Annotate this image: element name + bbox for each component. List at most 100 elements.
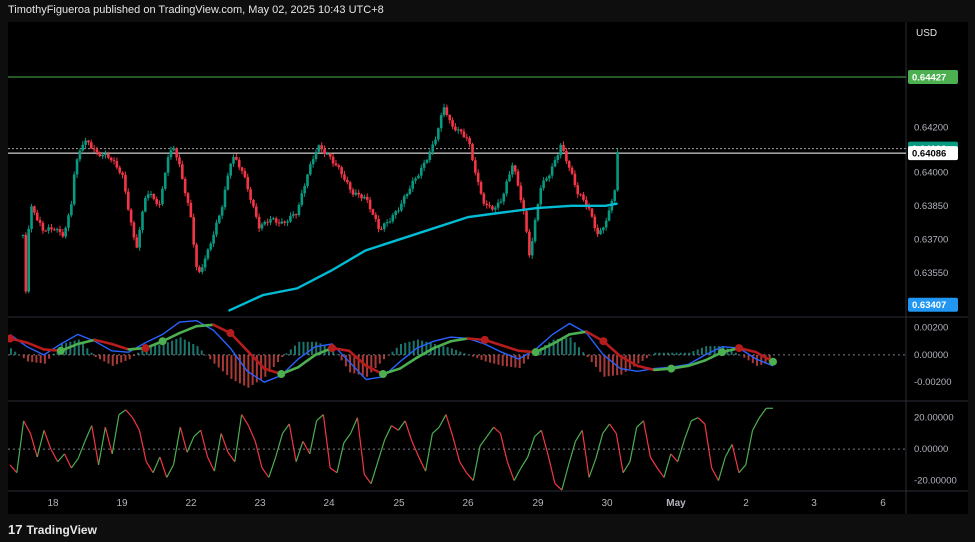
oscillator-segment (534, 429, 542, 438)
macd-histogram-bar (285, 353, 288, 355)
candle-body (365, 196, 369, 200)
macd-histogram-bar (111, 354, 114, 366)
macd-histogram-bar (149, 345, 152, 355)
macd-histogram-bar (183, 339, 186, 355)
oscillator-segment (738, 464, 747, 474)
candle-body (402, 196, 406, 204)
oscillator-segment (711, 467, 720, 481)
macd-histogram-bar (289, 349, 292, 355)
candle-body (291, 214, 295, 216)
candle-body (371, 209, 375, 215)
oscillator-segment (717, 456, 726, 481)
candle-body (579, 194, 582, 196)
oscillator-segment (609, 423, 617, 434)
macd-histogram-bar (438, 345, 441, 355)
candle-body (78, 150, 82, 160)
oscillator-segment (336, 442, 345, 473)
time-axis-label: 6 (880, 498, 886, 509)
footer: 17 TradingView (0, 516, 975, 542)
oscillator-segment (241, 414, 249, 426)
macd-histogram-bar (340, 354, 343, 361)
currency-label: USD (916, 28, 937, 39)
candle-body (35, 212, 39, 221)
candle-body (343, 174, 346, 180)
macd-histogram-bar (124, 354, 127, 361)
macd-histogram-bar (192, 343, 195, 355)
candle-body (468, 138, 471, 145)
candle-body (217, 215, 221, 223)
oscillator-segment (111, 414, 120, 454)
candle-body (314, 151, 318, 160)
macd-histogram-bar (234, 354, 237, 382)
trading-chart[interactable]: USD0.640800.642000.640000.638500.637000.… (6, 22, 968, 514)
macd-cross-marker (769, 357, 777, 366)
macd-histogram-bar (383, 354, 386, 360)
candle-body (545, 178, 548, 181)
price-tick-label: 0.63700 (914, 234, 948, 245)
candle-body (445, 107, 449, 115)
candle-body (135, 237, 139, 248)
candle-body (394, 211, 397, 216)
candle-body (243, 170, 247, 178)
candle-body (129, 209, 133, 223)
oscillator-segment (547, 455, 556, 484)
macd-histogram-bar (544, 345, 547, 355)
oscillator-segment (595, 433, 604, 459)
candle-body (38, 220, 42, 223)
macd-histogram-bar (442, 346, 445, 355)
macd-tick-label: -0.00200 (914, 377, 952, 388)
candle-body (294, 214, 298, 216)
time-axis-label: May (666, 498, 686, 509)
candle-body (348, 182, 352, 190)
macd-histogram-bar (518, 354, 521, 369)
oscillator-segment (704, 423, 713, 469)
oscillator-segment (302, 440, 311, 455)
oscillator-segment (540, 430, 549, 456)
oscillator-segment (438, 414, 447, 428)
macd-histogram-bar (561, 338, 564, 355)
macd-histogram-bar (31, 354, 34, 363)
candle-body (220, 207, 224, 216)
candle-body (195, 244, 198, 267)
candle-body (388, 221, 392, 223)
oscillator-segment (424, 433, 433, 472)
candle-body (166, 157, 170, 173)
chart-area[interactable]: USD0.640800.642000.640000.638500.637000.… (6, 22, 968, 514)
candle-body (52, 229, 56, 231)
oscillator-segment (649, 456, 658, 469)
candle-body (479, 182, 483, 194)
candle-body (434, 139, 437, 145)
macd-tick-label: 0.00200 (914, 323, 948, 334)
candle-body (508, 174, 511, 182)
candle-body (499, 201, 503, 203)
candle-body (351, 189, 355, 195)
candle-body (226, 175, 230, 190)
candle-body (437, 128, 440, 140)
candle-body (47, 227, 50, 231)
candle-body (442, 107, 446, 116)
price-label-value: 0.64086 (912, 149, 946, 160)
macd-histogram-bar (52, 353, 55, 355)
time-axis-label: 25 (393, 498, 405, 509)
macd-histogram-bar (260, 354, 263, 380)
macd-histogram-bar (26, 354, 29, 362)
macd-histogram-bar (217, 354, 220, 368)
macd-histogram-bar (395, 347, 398, 355)
candle-body (178, 157, 181, 165)
candle-body (491, 206, 494, 210)
macd-histogram-bar (751, 354, 754, 364)
candle-body (553, 159, 557, 167)
candle-body (303, 185, 306, 194)
candle-body (286, 221, 289, 223)
tradingview-logo[interactable]: 17 TradingView (8, 522, 97, 537)
macd-histogram-bar (527, 354, 530, 360)
macd-histogram-bar (264, 354, 267, 377)
candle-body (439, 115, 443, 129)
candle-body (522, 200, 525, 212)
oscillator-segment (602, 423, 610, 434)
macd-histogram-bar (103, 354, 106, 362)
oscillator-segment (356, 417, 365, 475)
candle-body (408, 188, 412, 195)
oscillator-segment (220, 433, 229, 453)
macd-histogram-bar (374, 354, 377, 369)
